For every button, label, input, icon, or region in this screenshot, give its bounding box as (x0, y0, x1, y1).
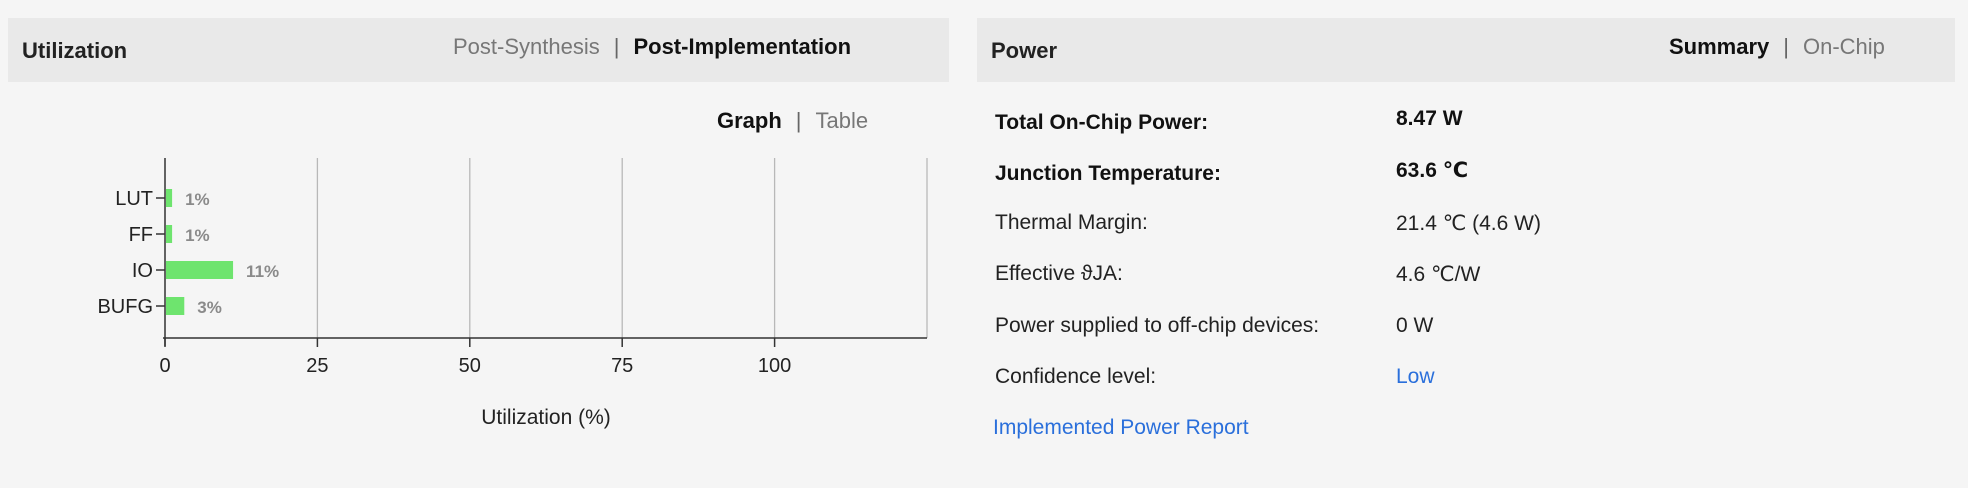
power-row-value: 21.4 ℃ (4.6 W) (1396, 212, 1541, 235)
power-row-value: 63.6 ℃ (1396, 159, 1469, 182)
utilization-title: Utilization (22, 38, 128, 63)
view-graph[interactable]: Graph (717, 108, 782, 133)
x-tick-label: 0 (159, 355, 170, 377)
power-row-label: Total On-Chip Power: (995, 111, 1209, 134)
utilization-header: Utilization Post-Synthesis | Post-Implemen… (8, 18, 949, 82)
tab-separator: | (613, 34, 620, 59)
utilization-panel: Utilization Post-Synthesis | Post-Implemen… (8, 18, 949, 488)
utilization-bar[interactable] (166, 261, 234, 279)
tab-post-synthesis[interactable]: Post-Synthesis (453, 34, 600, 59)
x-tick-label: 100 (758, 355, 791, 377)
implemented-power-report-link[interactable]: Implemented Power Report (993, 416, 1249, 439)
utilization-bar[interactable] (166, 297, 185, 315)
power-row-label: Effective ϑJA: (995, 262, 1123, 285)
data-label: 11% (246, 262, 279, 281)
category-label: LUT (115, 188, 153, 210)
power-row-label: Confidence level: (995, 365, 1157, 388)
utilization-bar[interactable] (166, 225, 173, 243)
view-separator: | (795, 108, 802, 133)
power-row-label: Junction Temperature: (995, 162, 1221, 185)
power-row-value: 4.6 ℃/W (1396, 263, 1481, 286)
view-table[interactable]: Table (815, 108, 869, 133)
utilization-bar[interactable] (166, 189, 173, 207)
utilization-chart-svg: 0 25 50 75 100 Utilization (%) LUT 1% FF 1% IO 11% B… (97, 158, 928, 429)
category-label: IO (132, 260, 153, 282)
category-label: FF (129, 224, 153, 246)
power-tab-group: Summary | On-Chip (1669, 34, 1885, 60)
tab-summary[interactable]: Summary (1669, 34, 1770, 59)
power-title: Power (991, 38, 1058, 63)
data-label: 1% (185, 190, 210, 209)
tab-post-implementation[interactable]: Post-Implementation (633, 34, 852, 59)
power-header: Power Summary | On-Chip (977, 18, 1955, 82)
category-label: BUFG (97, 296, 153, 318)
power-row-value: 0 W (1396, 314, 1434, 337)
utilization-tab-group: Post-Synthesis | Post-Implementation (453, 34, 851, 60)
confidence-level-link[interactable]: Low (1396, 365, 1435, 388)
utilization-view-toggle: Graph | Table (717, 108, 868, 134)
data-label: 3% (197, 298, 222, 317)
power-panel: Power Summary | On-Chip Total On-Chip Powe… (977, 18, 1955, 488)
x-tick-label: 50 (459, 355, 481, 377)
tab-separator: | (1783, 34, 1789, 59)
data-label: 1% (185, 226, 210, 245)
x-tick-label: 25 (306, 355, 328, 377)
x-tick-label: 75 (611, 355, 633, 377)
x-axis-label: Utilization (%) (481, 406, 611, 429)
power-row-value: 8.47 W (1396, 107, 1463, 130)
power-row-label: Thermal Margin: (995, 211, 1148, 234)
tab-on-chip[interactable]: On-Chip (1803, 34, 1885, 59)
utilization-chart: 0 25 50 75 100 Utilization (%) LUT 1% FF 1% IO 11% B… (8, 18, 949, 453)
power-row-label: Power supplied to off-chip devices: (995, 314, 1320, 337)
